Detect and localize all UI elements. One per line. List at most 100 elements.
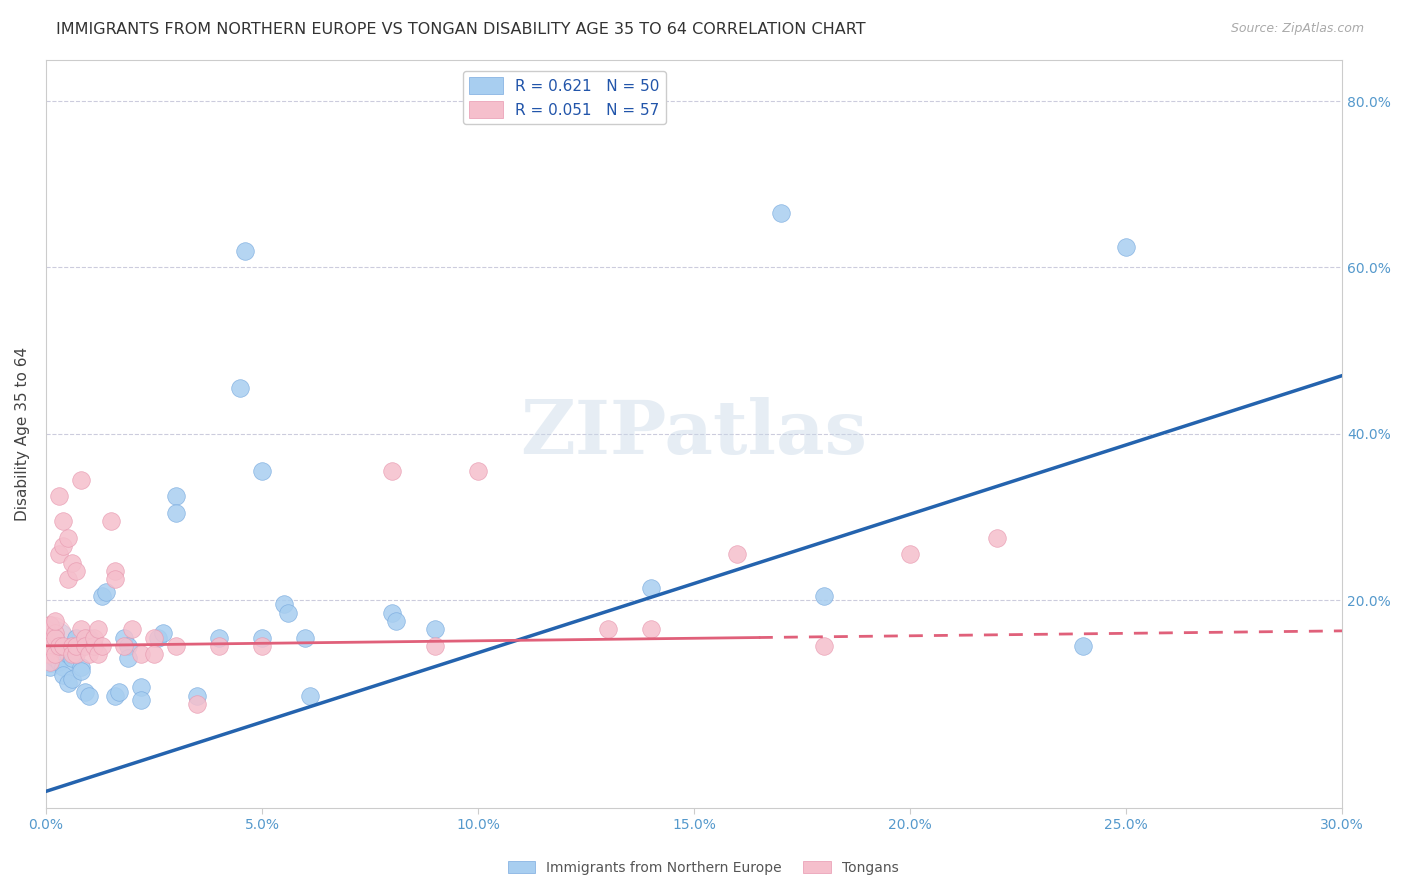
Point: [640, 581, 662, 595]
Point: [77, 631, 100, 645]
Point: [60, 672, 83, 686]
Point: [100, 514, 122, 528]
Point: [112, 639, 135, 653]
Point: [35, 639, 58, 653]
Point: [56, 647, 79, 661]
Point: [35, 647, 58, 661]
Point: [48, 489, 70, 503]
Point: [69, 622, 91, 636]
Point: [208, 639, 231, 653]
Point: [56, 676, 79, 690]
Point: [73, 684, 96, 698]
Point: [56, 572, 79, 586]
Point: [640, 622, 662, 636]
Point: [129, 647, 152, 661]
Point: [152, 626, 174, 640]
Point: [277, 606, 299, 620]
Point: [39, 656, 62, 670]
Point: [423, 639, 446, 653]
Y-axis label: Disability Age 35 to 64: Disability Age 35 to 64: [15, 347, 30, 521]
Legend: R = 0.621   N = 50, R = 0.051   N = 57: R = 0.621 N = 50, R = 0.051 N = 57: [463, 71, 665, 124]
Point: [87, 622, 110, 636]
Point: [233, 244, 256, 258]
Point: [385, 614, 408, 628]
Point: [44, 626, 66, 640]
Point: [596, 622, 619, 636]
Point: [129, 681, 152, 695]
Point: [73, 639, 96, 653]
Point: [986, 531, 1008, 545]
Point: [65, 643, 87, 657]
Point: [96, 584, 118, 599]
Point: [229, 381, 252, 395]
Point: [87, 647, 110, 661]
Point: [423, 622, 446, 636]
Point: [117, 639, 139, 653]
Point: [129, 693, 152, 707]
Point: [112, 631, 135, 645]
Point: [52, 639, 75, 653]
Point: [104, 689, 127, 703]
Point: [60, 639, 83, 653]
Point: [44, 614, 66, 628]
Legend: Immigrants from Northern Europe, Tongans: Immigrants from Northern Europe, Tongans: [502, 855, 904, 880]
Point: [769, 206, 792, 220]
Point: [143, 631, 166, 645]
Point: [73, 631, 96, 645]
Point: [39, 618, 62, 632]
Point: [77, 647, 100, 661]
Point: [39, 643, 62, 657]
Point: [52, 659, 75, 673]
Point: [108, 684, 131, 698]
Point: [725, 547, 748, 561]
Point: [381, 606, 404, 620]
Point: [91, 639, 114, 653]
Point: [186, 697, 208, 711]
Text: IMMIGRANTS FROM NORTHERN EUROPE VS TONGAN DISABILITY AGE 35 TO 64 CORRELATION CH: IMMIGRANTS FROM NORTHERN EUROPE VS TONGA…: [56, 22, 866, 37]
Point: [250, 639, 273, 653]
Point: [44, 647, 66, 661]
Point: [208, 631, 231, 645]
Point: [69, 473, 91, 487]
Point: [60, 647, 83, 661]
Point: [60, 556, 83, 570]
Point: [44, 631, 66, 645]
Point: [65, 647, 87, 661]
Point: [143, 647, 166, 661]
Point: [117, 651, 139, 665]
Point: [52, 539, 75, 553]
Point: [186, 689, 208, 703]
Point: [83, 639, 105, 653]
Point: [60, 651, 83, 665]
Point: [65, 639, 87, 653]
Point: [44, 631, 66, 645]
Point: [39, 631, 62, 645]
Text: ZIPatlas: ZIPatlas: [520, 397, 868, 470]
Point: [250, 631, 273, 645]
Point: [813, 589, 835, 603]
Point: [56, 531, 79, 545]
Point: [39, 639, 62, 653]
Point: [294, 631, 316, 645]
Point: [1115, 240, 1137, 254]
Point: [813, 639, 835, 653]
Point: [148, 631, 170, 645]
Point: [467, 464, 489, 478]
Point: [48, 547, 70, 561]
Point: [39, 639, 62, 653]
Point: [898, 547, 921, 561]
Point: [250, 464, 273, 478]
Point: [273, 597, 295, 611]
Point: [381, 464, 404, 478]
Point: [39, 647, 62, 661]
Point: [165, 506, 187, 520]
Point: [44, 651, 66, 665]
Point: [48, 639, 70, 653]
Text: Source: ZipAtlas.com: Source: ZipAtlas.com: [1230, 22, 1364, 36]
Point: [104, 572, 127, 586]
Point: [77, 689, 100, 703]
Point: [65, 631, 87, 645]
Point: [104, 564, 127, 578]
Point: [91, 589, 114, 603]
Point: [69, 659, 91, 673]
